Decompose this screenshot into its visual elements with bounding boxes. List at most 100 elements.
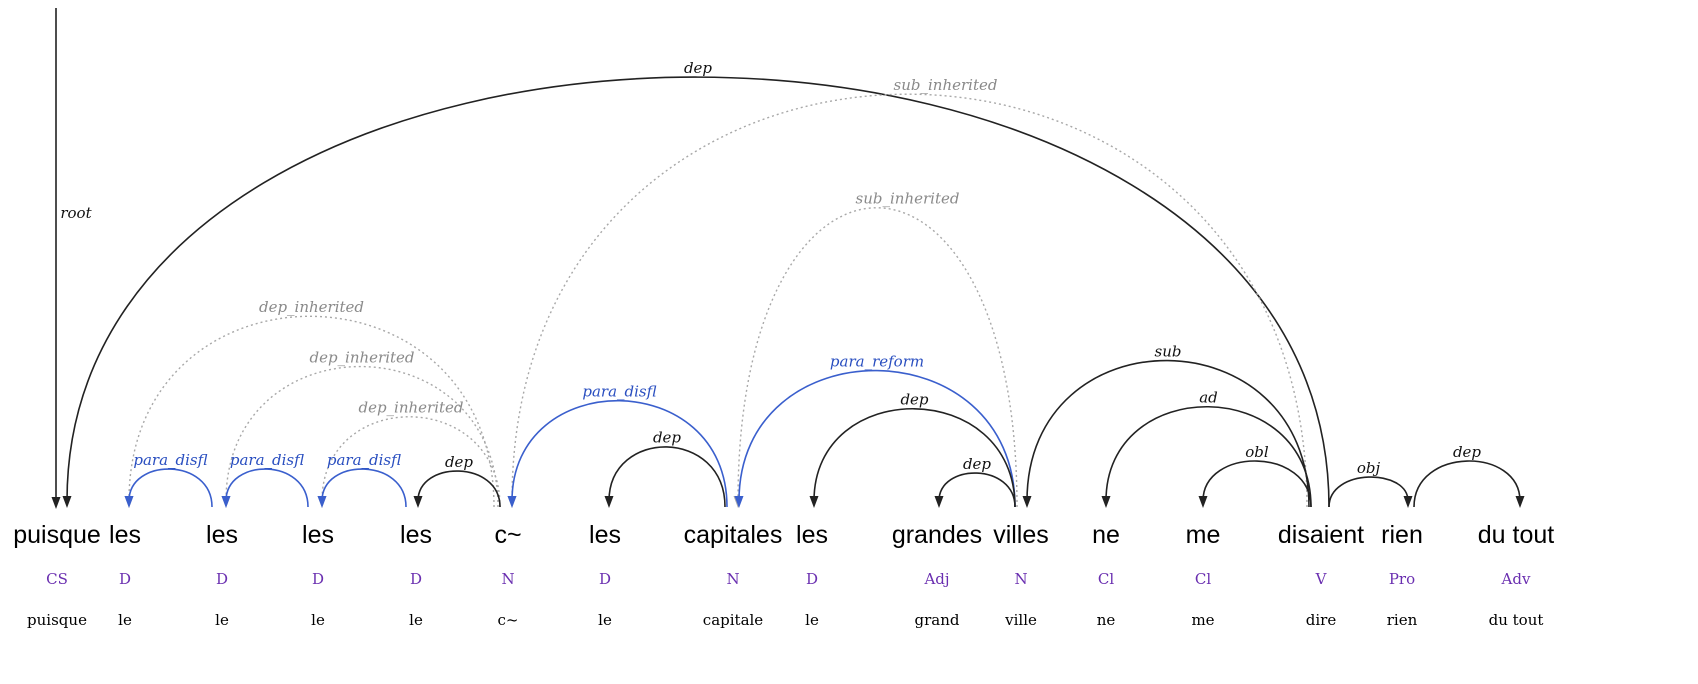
token-pos-12: Cl bbox=[1195, 570, 1211, 588]
token-word-8: les bbox=[796, 521, 828, 549]
arc-para-disfl-7 bbox=[225, 468, 309, 508]
arrowhead-16 bbox=[1101, 496, 1111, 508]
arrowhead-12 bbox=[734, 496, 744, 508]
arc-label-12: para_reform bbox=[830, 352, 924, 370]
token-pos-0: CS bbox=[46, 570, 68, 588]
token-pos-1: D bbox=[119, 570, 131, 588]
arc-layer bbox=[51, 8, 1525, 509]
token-word-13: disaient bbox=[1278, 521, 1364, 549]
token-pos-9: Adj bbox=[923, 570, 949, 588]
arc-label-17: obl bbox=[1245, 443, 1269, 461]
arc-dep-inherited-5 bbox=[321, 416, 501, 508]
arc-ad-16 bbox=[1105, 405, 1312, 508]
root-arrowhead bbox=[51, 497, 61, 509]
token-pos-7: N bbox=[726, 570, 739, 588]
token-word-0: puisque bbox=[13, 521, 101, 549]
arc-label-5: dep_inherited bbox=[358, 399, 463, 417]
token-lemma-2: le bbox=[215, 611, 229, 629]
token-word-4: les bbox=[400, 521, 432, 549]
arc-label-13: dep bbox=[900, 391, 928, 409]
token-lemma-12: me bbox=[1191, 611, 1214, 629]
arc-dep-14 bbox=[938, 472, 1016, 508]
arrowhead-17 bbox=[1198, 496, 1208, 508]
arc-label-0: dep bbox=[684, 59, 712, 77]
token-pos-13: V bbox=[1315, 570, 1328, 588]
arc-para-disfl-6 bbox=[128, 468, 213, 508]
arc-dep-0 bbox=[66, 76, 1330, 508]
token-word-7: capitales bbox=[684, 521, 783, 549]
arc-label-6: para_disfl bbox=[133, 451, 207, 469]
arrowhead-6 bbox=[124, 496, 134, 508]
arc-sub-inherited-1 bbox=[511, 93, 1308, 508]
token-pos-6: D bbox=[599, 570, 611, 588]
token-lemma-0: puisque bbox=[27, 611, 87, 629]
token-pos-8: D bbox=[806, 570, 818, 588]
token-pos-15: Adv bbox=[1501, 570, 1531, 588]
token-lemma-6: le bbox=[598, 611, 612, 629]
arc-label-layer: root dep sub_inherited sub_inherited dep_inh… bbox=[60, 59, 1481, 477]
arc-sub-15 bbox=[1026, 359, 1310, 508]
token-word-2: les bbox=[206, 521, 238, 549]
arc-para-disfl-8 bbox=[321, 468, 407, 508]
arc-label-11: dep bbox=[653, 429, 681, 447]
token-lemma-8: le bbox=[805, 611, 819, 629]
arrowhead-8 bbox=[317, 496, 327, 508]
token-word-9: grandes bbox=[892, 521, 982, 549]
token-pos-4: D bbox=[410, 570, 422, 588]
token-lemma-15: du tout bbox=[1489, 611, 1544, 629]
arc-label-15: sub bbox=[1155, 342, 1182, 360]
token-pos-14: Pro bbox=[1389, 570, 1415, 588]
token-word-12: me bbox=[1186, 521, 1221, 549]
token-lemma-3: le bbox=[311, 611, 325, 629]
token-word-10: villes bbox=[993, 521, 1049, 549]
arc-label-2: sub_inherited bbox=[856, 190, 960, 208]
arrowhead-18 bbox=[1403, 496, 1413, 508]
token-pos-3: D bbox=[312, 570, 324, 588]
arrowhead-0 bbox=[62, 496, 72, 508]
token-lemma-4: le bbox=[409, 611, 423, 629]
token-lemma-13: dire bbox=[1306, 611, 1337, 629]
arrowhead-10 bbox=[507, 496, 517, 508]
arrowhead-14 bbox=[934, 496, 944, 508]
token-word-3: les bbox=[302, 521, 334, 549]
token-pos-10: N bbox=[1014, 570, 1027, 588]
token-lemma-10: ville bbox=[1004, 611, 1037, 629]
arrowhead-19 bbox=[1515, 496, 1525, 508]
arc-label-1: sub_inherited bbox=[894, 76, 998, 94]
root-label: root bbox=[60, 204, 92, 222]
arc-para-disfl-10 bbox=[511, 400, 728, 508]
token-word-1: les bbox=[109, 521, 141, 549]
token-lemma-1: le bbox=[118, 611, 132, 629]
arc-label-8: para_disfl bbox=[327, 451, 401, 469]
token-word-14: rien bbox=[1381, 521, 1423, 549]
arc-obj-18 bbox=[1328, 476, 1409, 508]
arc-label-14: dep bbox=[963, 455, 991, 473]
token-lemma-5: c~ bbox=[498, 611, 519, 629]
arc-para-reform-12 bbox=[738, 369, 1016, 508]
arc-dep-11 bbox=[608, 446, 726, 508]
token-word-5: c~ bbox=[494, 521, 521, 549]
arrowhead-7 bbox=[221, 496, 231, 508]
arrowhead-11 bbox=[604, 496, 614, 508]
arc-label-18: obj bbox=[1357, 459, 1381, 477]
token-pos-5: N bbox=[501, 570, 514, 588]
arrowhead-9 bbox=[413, 496, 423, 508]
token-word-6: les bbox=[589, 521, 621, 549]
arc-dep-19 bbox=[1413, 460, 1521, 508]
token-lemma-9: grand bbox=[915, 611, 960, 629]
arc-dep-13 bbox=[813, 407, 1016, 508]
token-word-11: ne bbox=[1092, 521, 1120, 549]
arrowhead-13 bbox=[809, 496, 819, 508]
token-lemma-7: capitale bbox=[703, 611, 764, 629]
arc-label-4: dep_inherited bbox=[309, 348, 414, 366]
arc-label-19: dep bbox=[1453, 443, 1481, 461]
token-pos-11: Cl bbox=[1098, 570, 1114, 588]
arrowhead-15 bbox=[1022, 496, 1032, 508]
token-word-15: du tout bbox=[1478, 521, 1555, 549]
arc-label-16: ad bbox=[1199, 389, 1218, 407]
arc-dep-9 bbox=[417, 470, 501, 508]
arc-label-7: para_disfl bbox=[230, 451, 304, 469]
arc-sub-inherited-2 bbox=[737, 207, 1018, 508]
arc-label-3: dep_inherited bbox=[259, 298, 364, 316]
